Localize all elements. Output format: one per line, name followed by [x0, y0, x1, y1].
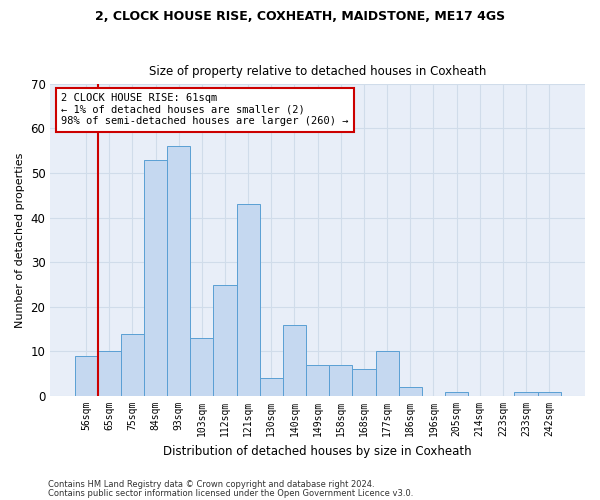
Bar — [329, 365, 352, 396]
Text: Contains public sector information licensed under the Open Government Licence v3: Contains public sector information licen… — [48, 488, 413, 498]
Bar — [214, 284, 236, 396]
Bar — [283, 324, 306, 396]
Bar — [167, 146, 190, 396]
Bar — [352, 370, 376, 396]
Bar — [236, 204, 260, 396]
Text: 2, CLOCK HOUSE RISE, COXHEATH, MAIDSTONE, ME17 4GS: 2, CLOCK HOUSE RISE, COXHEATH, MAIDSTONE… — [95, 10, 505, 23]
Bar — [98, 352, 121, 396]
Bar — [260, 378, 283, 396]
Title: Size of property relative to detached houses in Coxheath: Size of property relative to detached ho… — [149, 66, 487, 78]
Bar — [398, 387, 422, 396]
Bar — [445, 392, 468, 396]
Text: Contains HM Land Registry data © Crown copyright and database right 2024.: Contains HM Land Registry data © Crown c… — [48, 480, 374, 489]
Bar — [538, 392, 560, 396]
Bar — [514, 392, 538, 396]
Bar — [376, 352, 398, 396]
Bar — [190, 338, 214, 396]
Y-axis label: Number of detached properties: Number of detached properties — [15, 152, 25, 328]
Bar — [306, 365, 329, 396]
Text: 2 CLOCK HOUSE RISE: 61sqm
← 1% of detached houses are smaller (2)
98% of semi-de: 2 CLOCK HOUSE RISE: 61sqm ← 1% of detach… — [61, 93, 349, 126]
Bar — [74, 356, 98, 396]
Bar — [144, 160, 167, 396]
X-axis label: Distribution of detached houses by size in Coxheath: Distribution of detached houses by size … — [163, 444, 472, 458]
Bar — [121, 334, 144, 396]
